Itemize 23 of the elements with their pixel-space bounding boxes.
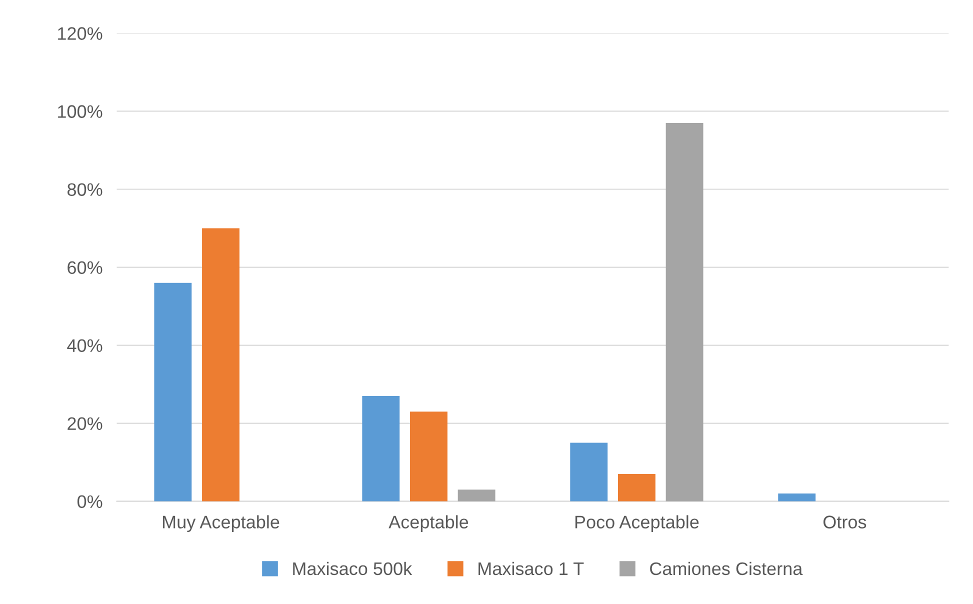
bar	[362, 396, 400, 502]
bar	[570, 442, 608, 502]
legend-label: Camiones Cisterna	[650, 562, 803, 576]
bar	[202, 228, 240, 502]
x-tick-label: Poco Aceptable	[575, 515, 699, 532]
y-tick-label: 20%	[68, 417, 102, 430]
legend-label: Maxisaco 1 T	[478, 562, 584, 576]
legend-label: Maxisaco 500k	[293, 562, 412, 576]
y-tick-label: 80%	[68, 183, 102, 196]
bar	[410, 412, 448, 502]
bar	[778, 494, 816, 502]
x-tick-label: Muy Aceptable	[163, 515, 280, 532]
y-tick-label: 40%	[67, 339, 102, 352]
x-tick-label: Otros	[823, 516, 866, 528]
y-tick-label: 60%	[68, 261, 102, 274]
y-tick-label: 0%	[77, 495, 102, 508]
bar	[618, 474, 656, 502]
bar	[666, 122, 704, 502]
bar	[458, 490, 496, 502]
y-tick-label: 120%	[58, 27, 102, 40]
x-tick-label: Aceptable	[388, 515, 468, 532]
y-tick-label: 100%	[58, 105, 102, 118]
bar	[154, 282, 192, 502]
